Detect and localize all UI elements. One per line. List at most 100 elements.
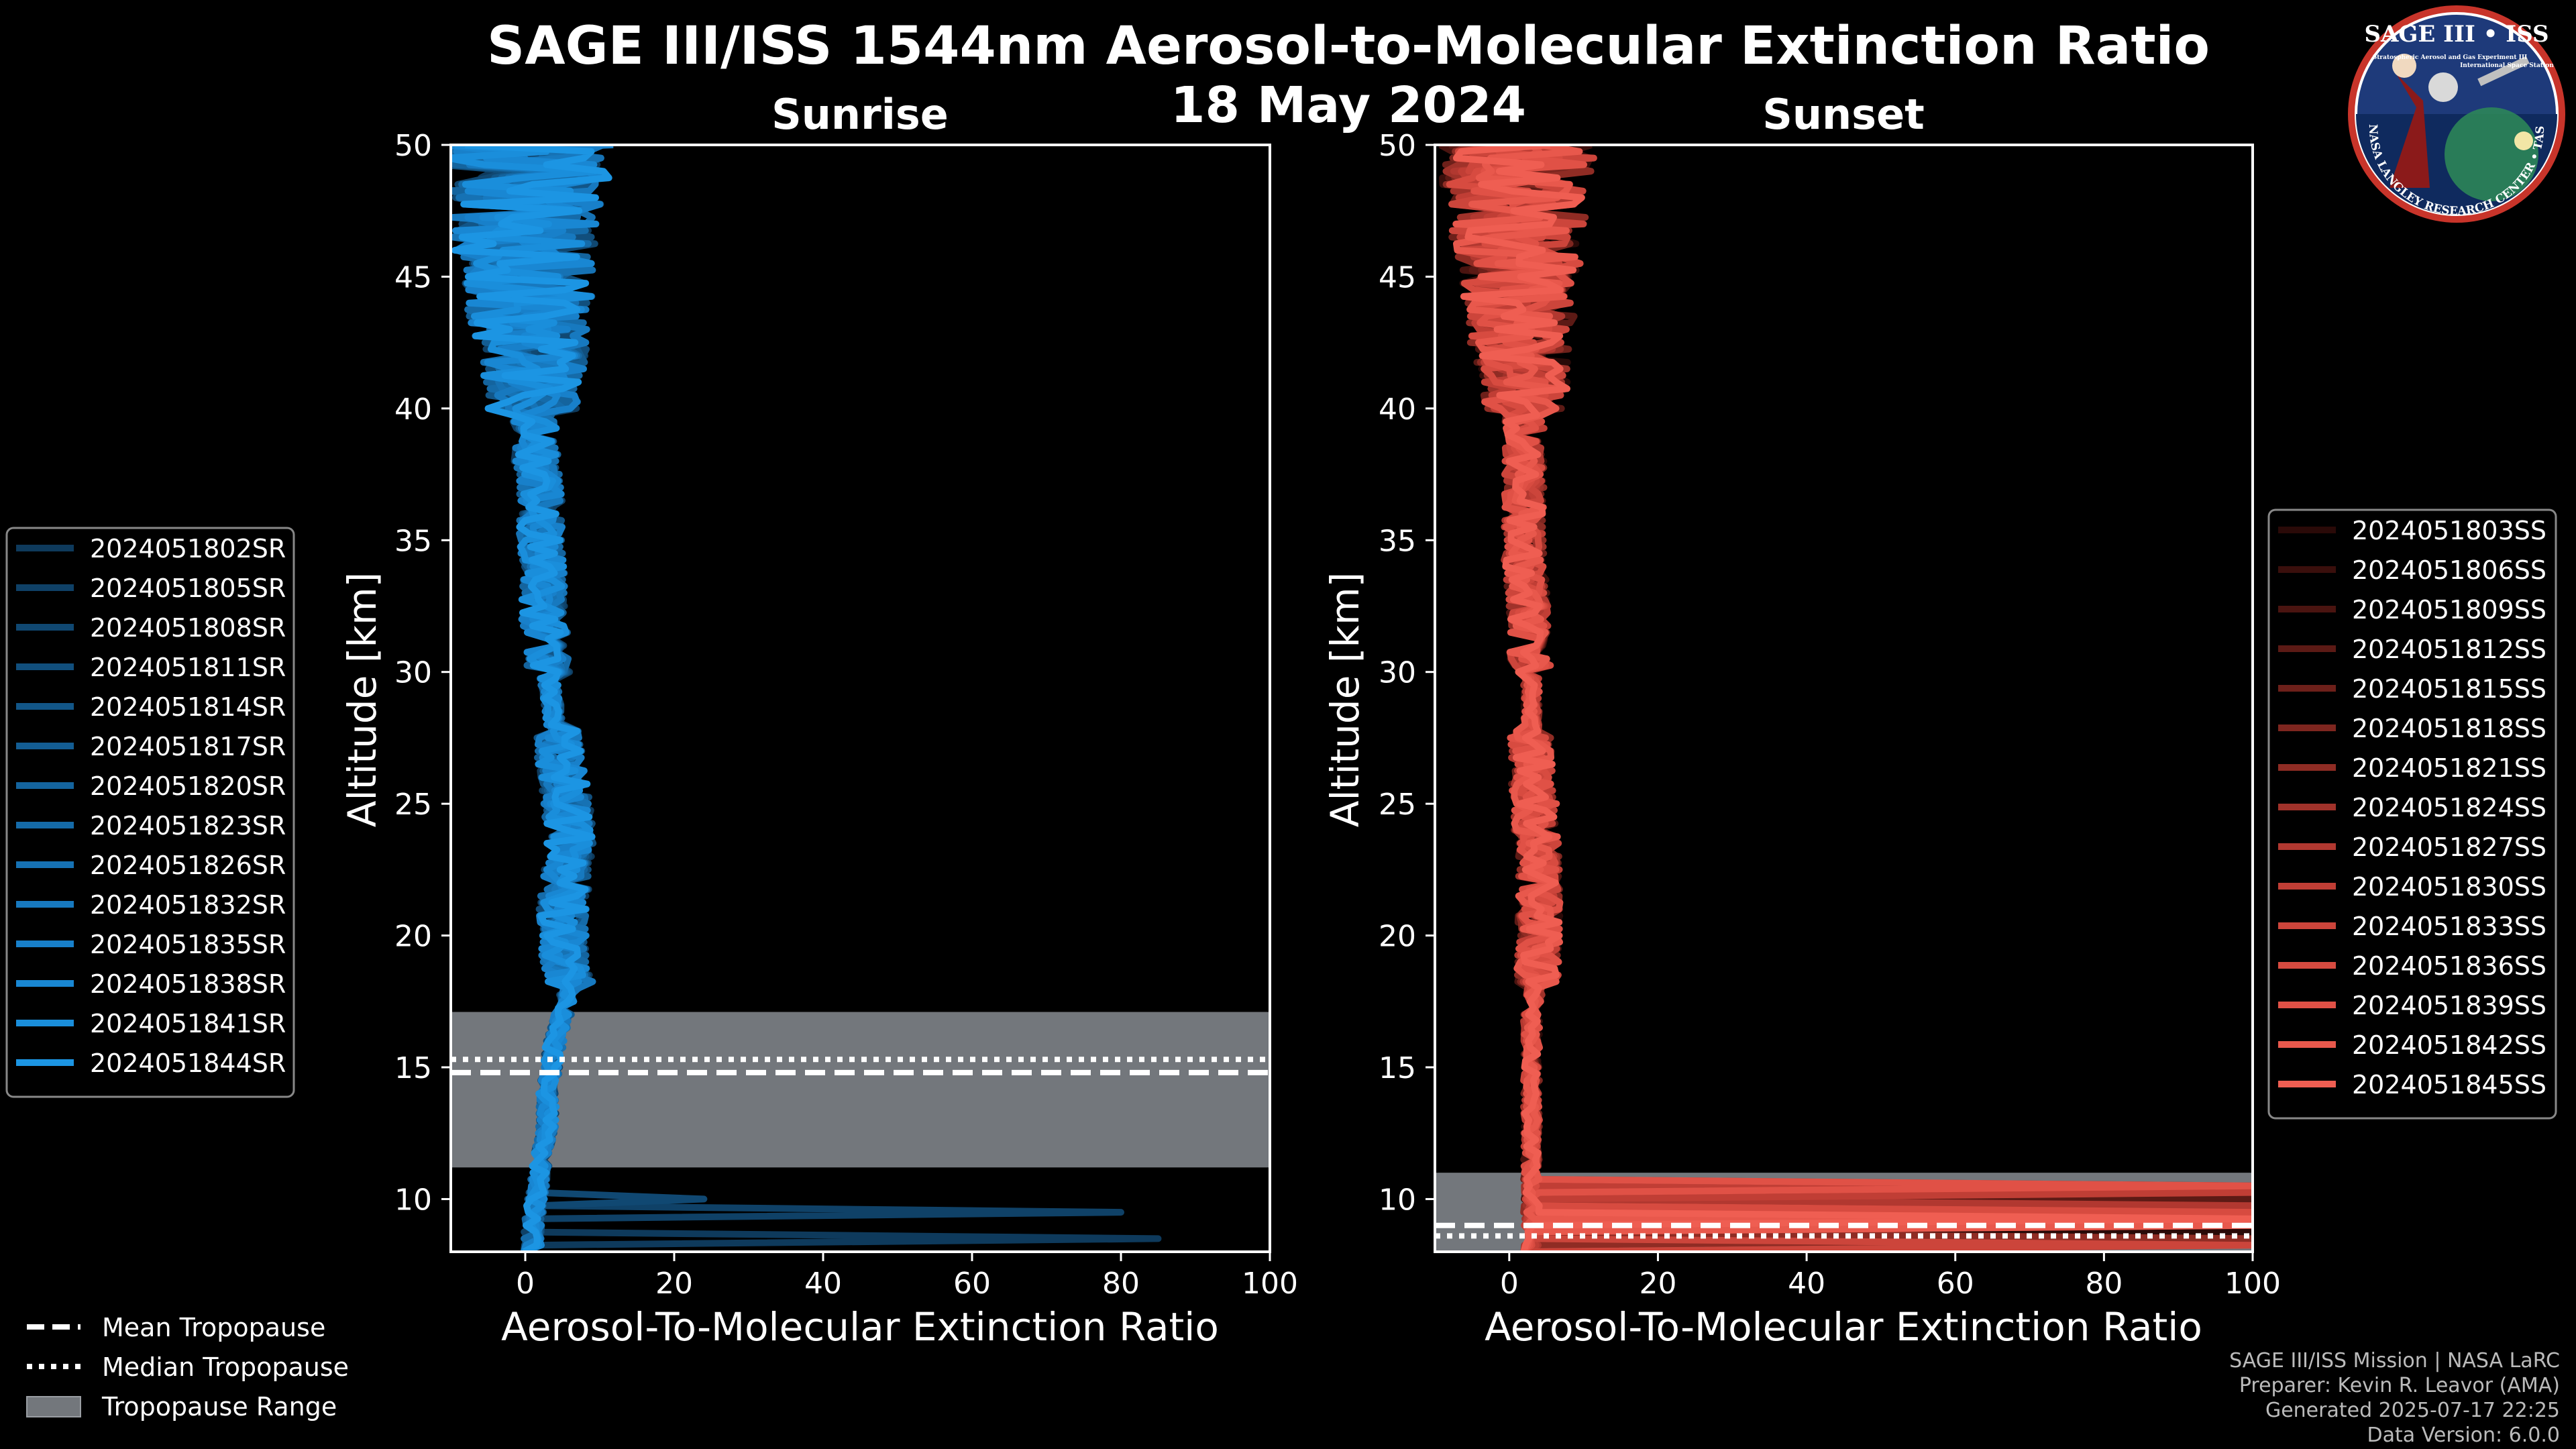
legend-label-2024051802SR: 2024051802SR (90, 534, 286, 564)
credit-mission: SAGE III/ISS Mission | NASA LaRC (2229, 1349, 2560, 1373)
series-line-2024051845SS (1452, 145, 2253, 1252)
sunset-panel: 0 20 40 60 80 100 10 15 20 25 30 35 40 45 50 Aerosol-T… (1322, 129, 2281, 1350)
legend-label-2024051844SR: 2024051844SR (90, 1049, 286, 1078)
legend-box (2267, 508, 2557, 1120)
axes-frame (449, 144, 1271, 1253)
legend-label-2024051821SS: 2024051821SS (2352, 753, 2546, 783)
legend-label-2024051814SR: 2024051814SR (90, 692, 286, 722)
tropopause-range-band (451, 1012, 1270, 1168)
legend-label-2024051832SR: 2024051832SR (90, 890, 286, 920)
logo-sun-icon (2514, 131, 2533, 150)
sunrise-x-axis-label: Aerosol-To-Molecular Extinction Ratio (501, 1304, 1219, 1350)
mean-tropopause-label: Mean Tropopause (102, 1313, 325, 1342)
legend-label-2024051815SS: 2024051815SS (2352, 674, 2546, 704)
y-tick-label: 15 (1379, 1051, 1416, 1085)
sunrise-y-axis-label: Altitude [km] (339, 572, 385, 827)
credits: SAGE III/ISS Mission | NASA LaRC Prepare… (2229, 1349, 2560, 1447)
credit-data-version: Data Version: 6.0.0 (2367, 1424, 2560, 1447)
legend-label-2024051823SR: 2024051823SR (90, 811, 286, 841)
figure-date: 18 May 2024 (1171, 76, 1526, 134)
legend-label-2024051805SR: 2024051805SR (90, 574, 286, 603)
x-tick-label: 0 (1500, 1267, 1519, 1301)
logo-iss-icon (2477, 56, 2530, 87)
x-tick-label: 60 (1937, 1267, 1974, 1301)
y-tick-label: 20 (1379, 920, 1416, 954)
x-tick-label: 40 (804, 1267, 842, 1301)
logo-subtitle-iss: International Space Station (2460, 62, 2554, 69)
legend-label-2024051808SR: 2024051808SR (90, 613, 286, 643)
y-tick-label: 15 (394, 1051, 432, 1085)
x-tick-label: 80 (1102, 1267, 1140, 1301)
x-tick-label: 80 (2085, 1267, 2123, 1301)
x-tick-label: 100 (1242, 1267, 1298, 1301)
tropopause-range-label: Tropopause Range (101, 1392, 337, 1421)
sunset-x-axis-label: Aerosol-To-Molecular Extinction Ratio (1485, 1304, 2202, 1350)
figure-title: SAGE III/ISS 1544nm Aerosol-to-Molecular… (487, 16, 2210, 76)
sunrise-legend: 2024051802SR 2024051805SR 2024051808SR 2024… (5, 527, 295, 1098)
y-tick-label: 35 (1379, 524, 1416, 558)
tropopause-range-swatch (26, 1396, 81, 1417)
sunrise-panel: 0 20 40 60 80 100 10 15 20 25 30 35 40 45 50 Aerosol-T… (339, 129, 1298, 1350)
x-tick-label: 0 (516, 1267, 535, 1301)
legend-label-2024051806SS: 2024051806SS (2352, 555, 2546, 585)
sunset-panel-title: Sunset (1762, 90, 1925, 139)
legend-label-2024051803SS: 2024051803SS (2352, 516, 2546, 545)
sunset-legend: 2024051803SS 2024051806SS 2024051809SS 2024… (2267, 508, 2557, 1120)
credit-preparer: Preparer: Kevin R. Leavor (AMA) (2239, 1374, 2560, 1397)
sunrise-plot-area: 0 20 40 60 80 100 10 15 20 25 30 35 40 45 50 (394, 129, 1298, 1301)
x-tick-label: 100 (2224, 1267, 2281, 1301)
legend-label-2024051839SS: 2024051839SS (2352, 991, 2546, 1020)
credit-generated: Generated 2025-07-17 22:25 (2265, 1399, 2560, 1422)
legend-label-2024051818SS: 2024051818SS (2352, 714, 2546, 743)
y-tick-label: 50 (394, 129, 432, 163)
y-tick-label: 20 (394, 920, 432, 954)
legend-label-2024051809SS: 2024051809SS (2352, 595, 2546, 625)
y-tick-label: 25 (1379, 788, 1416, 822)
legend-label-2024051820SR: 2024051820SR (90, 771, 286, 801)
legend-label-2024051835SR: 2024051835SR (90, 930, 286, 959)
y-tick-label: 30 (394, 656, 432, 690)
y-tick-label: 45 (394, 260, 432, 294)
y-tick-label: 10 (394, 1183, 432, 1217)
legend-label-2024051827SS: 2024051827SS (2352, 833, 2546, 862)
legend-label-2024051812SS: 2024051812SS (2352, 635, 2546, 664)
sunrise-panel-title: Sunrise (771, 90, 949, 139)
y-tick-label: 40 (1379, 392, 1416, 427)
sunset-y-axis-label: Altitude [km] (1322, 572, 1368, 827)
legend-label-2024051842SS: 2024051842SS (2352, 1030, 2546, 1060)
legend-label-2024051845SS: 2024051845SS (2352, 1070, 2546, 1099)
sage-iii-iss-logo: SAGE III • ISS Stratospheric Aerosol and… (2348, 5, 2565, 223)
legend-label-2024051830SS: 2024051830SS (2352, 872, 2546, 902)
series-line-2024051844SR (451, 145, 612, 1252)
axes-frame (1434, 144, 2254, 1253)
legend-box (5, 527, 295, 1098)
legend-label-2024051826SR: 2024051826SR (90, 851, 286, 880)
logo-moon-icon (2428, 72, 2458, 102)
median-tropopause-label: Median Tropopause (102, 1352, 349, 1382)
legend-label-2024051833SS: 2024051833SS (2352, 912, 2546, 941)
x-tick-label: 60 (953, 1267, 991, 1301)
y-tick-label: 40 (394, 392, 432, 427)
x-tick-label: 20 (1639, 1267, 1676, 1301)
logo-figure-head (2392, 54, 2416, 78)
y-tick-label: 30 (1379, 656, 1416, 690)
y-tick-label: 45 (1379, 260, 1416, 294)
legend-label-2024051817SR: 2024051817SR (90, 732, 286, 761)
legend-label-2024051836SS: 2024051836SS (2352, 951, 2546, 981)
legend-label-2024051841SR: 2024051841SR (90, 1009, 286, 1038)
x-tick-label: 20 (655, 1267, 693, 1301)
tropopause-legend: Mean Tropopause Median Tropopause Tropop… (26, 1313, 349, 1421)
logo-earth (2445, 107, 2538, 201)
y-tick-label: 10 (1379, 1183, 1416, 1217)
y-tick-label: 35 (394, 524, 432, 558)
y-tick-label: 25 (394, 788, 432, 822)
plot-background (1435, 145, 2253, 1252)
logo-subtitle: Stratospheric Aerosol and Gas Experiment… (2373, 54, 2528, 61)
legend-label-2024051811SR: 2024051811SR (90, 653, 286, 682)
legend-label-2024051838SR: 2024051838SR (90, 969, 286, 999)
x-tick-label: 40 (1788, 1267, 1825, 1301)
logo-figure-icon (2390, 74, 2430, 188)
y-tick-label: 50 (1379, 129, 1416, 163)
logo-title: SAGE III • ISS (2364, 21, 2548, 48)
